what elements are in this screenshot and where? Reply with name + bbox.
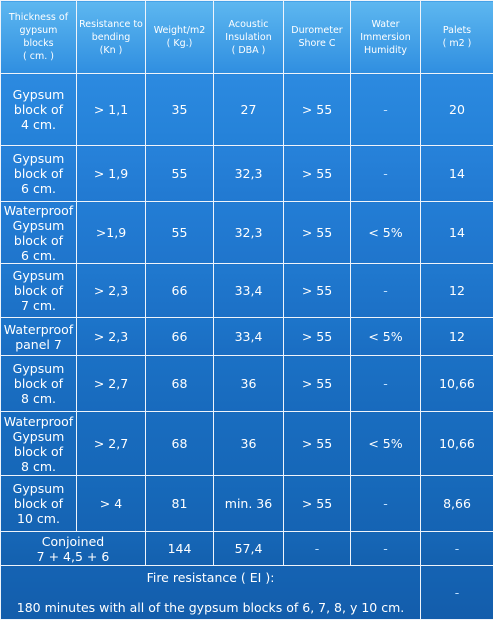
header-acoustic: Acoustic Insulation ( DBA )	[214, 1, 284, 74]
bending-cell: > 2,7	[77, 412, 146, 476]
palets-cell: 12	[421, 318, 493, 356]
humidity-cell: -	[351, 476, 421, 532]
humidity-cell: < 5%	[351, 318, 421, 356]
durometer-cell: > 55	[284, 202, 351, 264]
humidity-cell: -	[351, 356, 421, 412]
fire-resistance-row: Fire resistance ( EI ): 180 minutes with…	[1, 566, 493, 620]
humidity-cell: < 5%	[351, 202, 421, 264]
header-durometer: Durometer Shore C	[284, 1, 351, 74]
durometer-cell: > 55	[284, 476, 351, 532]
acoustic-cell: 57,4	[214, 532, 284, 566]
fire-resistance-cell: Fire resistance ( EI ): 180 minutes with…	[1, 566, 421, 620]
palets-cell: 8,66	[421, 476, 493, 532]
humidity-cell: -	[351, 146, 421, 202]
weight-cell: 68	[146, 412, 214, 476]
bending-cell: > 1,1	[77, 74, 146, 146]
weight-cell: 81	[146, 476, 214, 532]
palets-cell: -	[421, 566, 493, 620]
palets-cell: 20	[421, 74, 493, 146]
palets-cell: 10,66	[421, 356, 493, 412]
weight-cell: 66	[146, 318, 214, 356]
acoustic-cell: 32,3	[214, 202, 284, 264]
weight-cell: 55	[146, 202, 214, 264]
palets-cell: 12	[421, 264, 493, 318]
weight-cell: 144	[146, 532, 214, 566]
acoustic-cell: 33,4	[214, 264, 284, 318]
bending-cell: > 2,7	[77, 356, 146, 412]
humidity-cell: < 5%	[351, 412, 421, 476]
header-humidity: Water Immersion Humidity	[351, 1, 421, 74]
humidity-cell: -	[351, 264, 421, 318]
durometer-cell: > 55	[284, 264, 351, 318]
durometer-cell: > 55	[284, 356, 351, 412]
durometer-cell: -	[284, 532, 351, 566]
bending-cell: >1,9	[77, 202, 146, 264]
palets-cell: 14	[421, 202, 493, 264]
weight-cell: 55	[146, 146, 214, 202]
weight-cell: 35	[146, 74, 214, 146]
bending-cell: > 2,3	[77, 318, 146, 356]
palets-cell: 14	[421, 146, 493, 202]
acoustic-cell: 36	[214, 412, 284, 476]
header-palets: Palets ( m2 )	[421, 1, 493, 74]
bending-cell: > 2,3	[77, 264, 146, 318]
header-row: Thickness of gypsum blocks ( cm. ) Resis…	[1, 1, 493, 74]
durometer-cell: > 55	[284, 318, 351, 356]
palets-cell: 10,66	[421, 412, 493, 476]
fire-resistance-text: 180 minutes with all of the gypsum block…	[2, 600, 419, 616]
bending-cell: > 4	[77, 476, 146, 532]
humidity-cell: -	[351, 74, 421, 146]
humidity-cell: -	[351, 532, 421, 566]
header-bending: Resistance to bending (Kn )	[77, 1, 146, 74]
header-thickness: Thickness of gypsum blocks ( cm. )	[1, 1, 77, 74]
durometer-cell: > 55	[284, 74, 351, 146]
durometer-cell: > 55	[284, 412, 351, 476]
acoustic-cell: 27	[214, 74, 284, 146]
weight-cell: 68	[146, 356, 214, 412]
acoustic-cell: 32,3	[214, 146, 284, 202]
weight-cell: 66	[146, 264, 214, 318]
fire-resistance-title: Fire resistance ( EI ):	[2, 570, 419, 586]
durometer-cell: > 55	[284, 146, 351, 202]
bending-cell: > 1,9	[77, 146, 146, 202]
acoustic-cell: 36	[214, 356, 284, 412]
acoustic-cell: 33,4	[214, 318, 284, 356]
header-weight: Weight/m2 ( Kg.)	[146, 1, 214, 74]
palets-cell: -	[421, 532, 493, 566]
acoustic-cell: min. 36	[214, 476, 284, 532]
